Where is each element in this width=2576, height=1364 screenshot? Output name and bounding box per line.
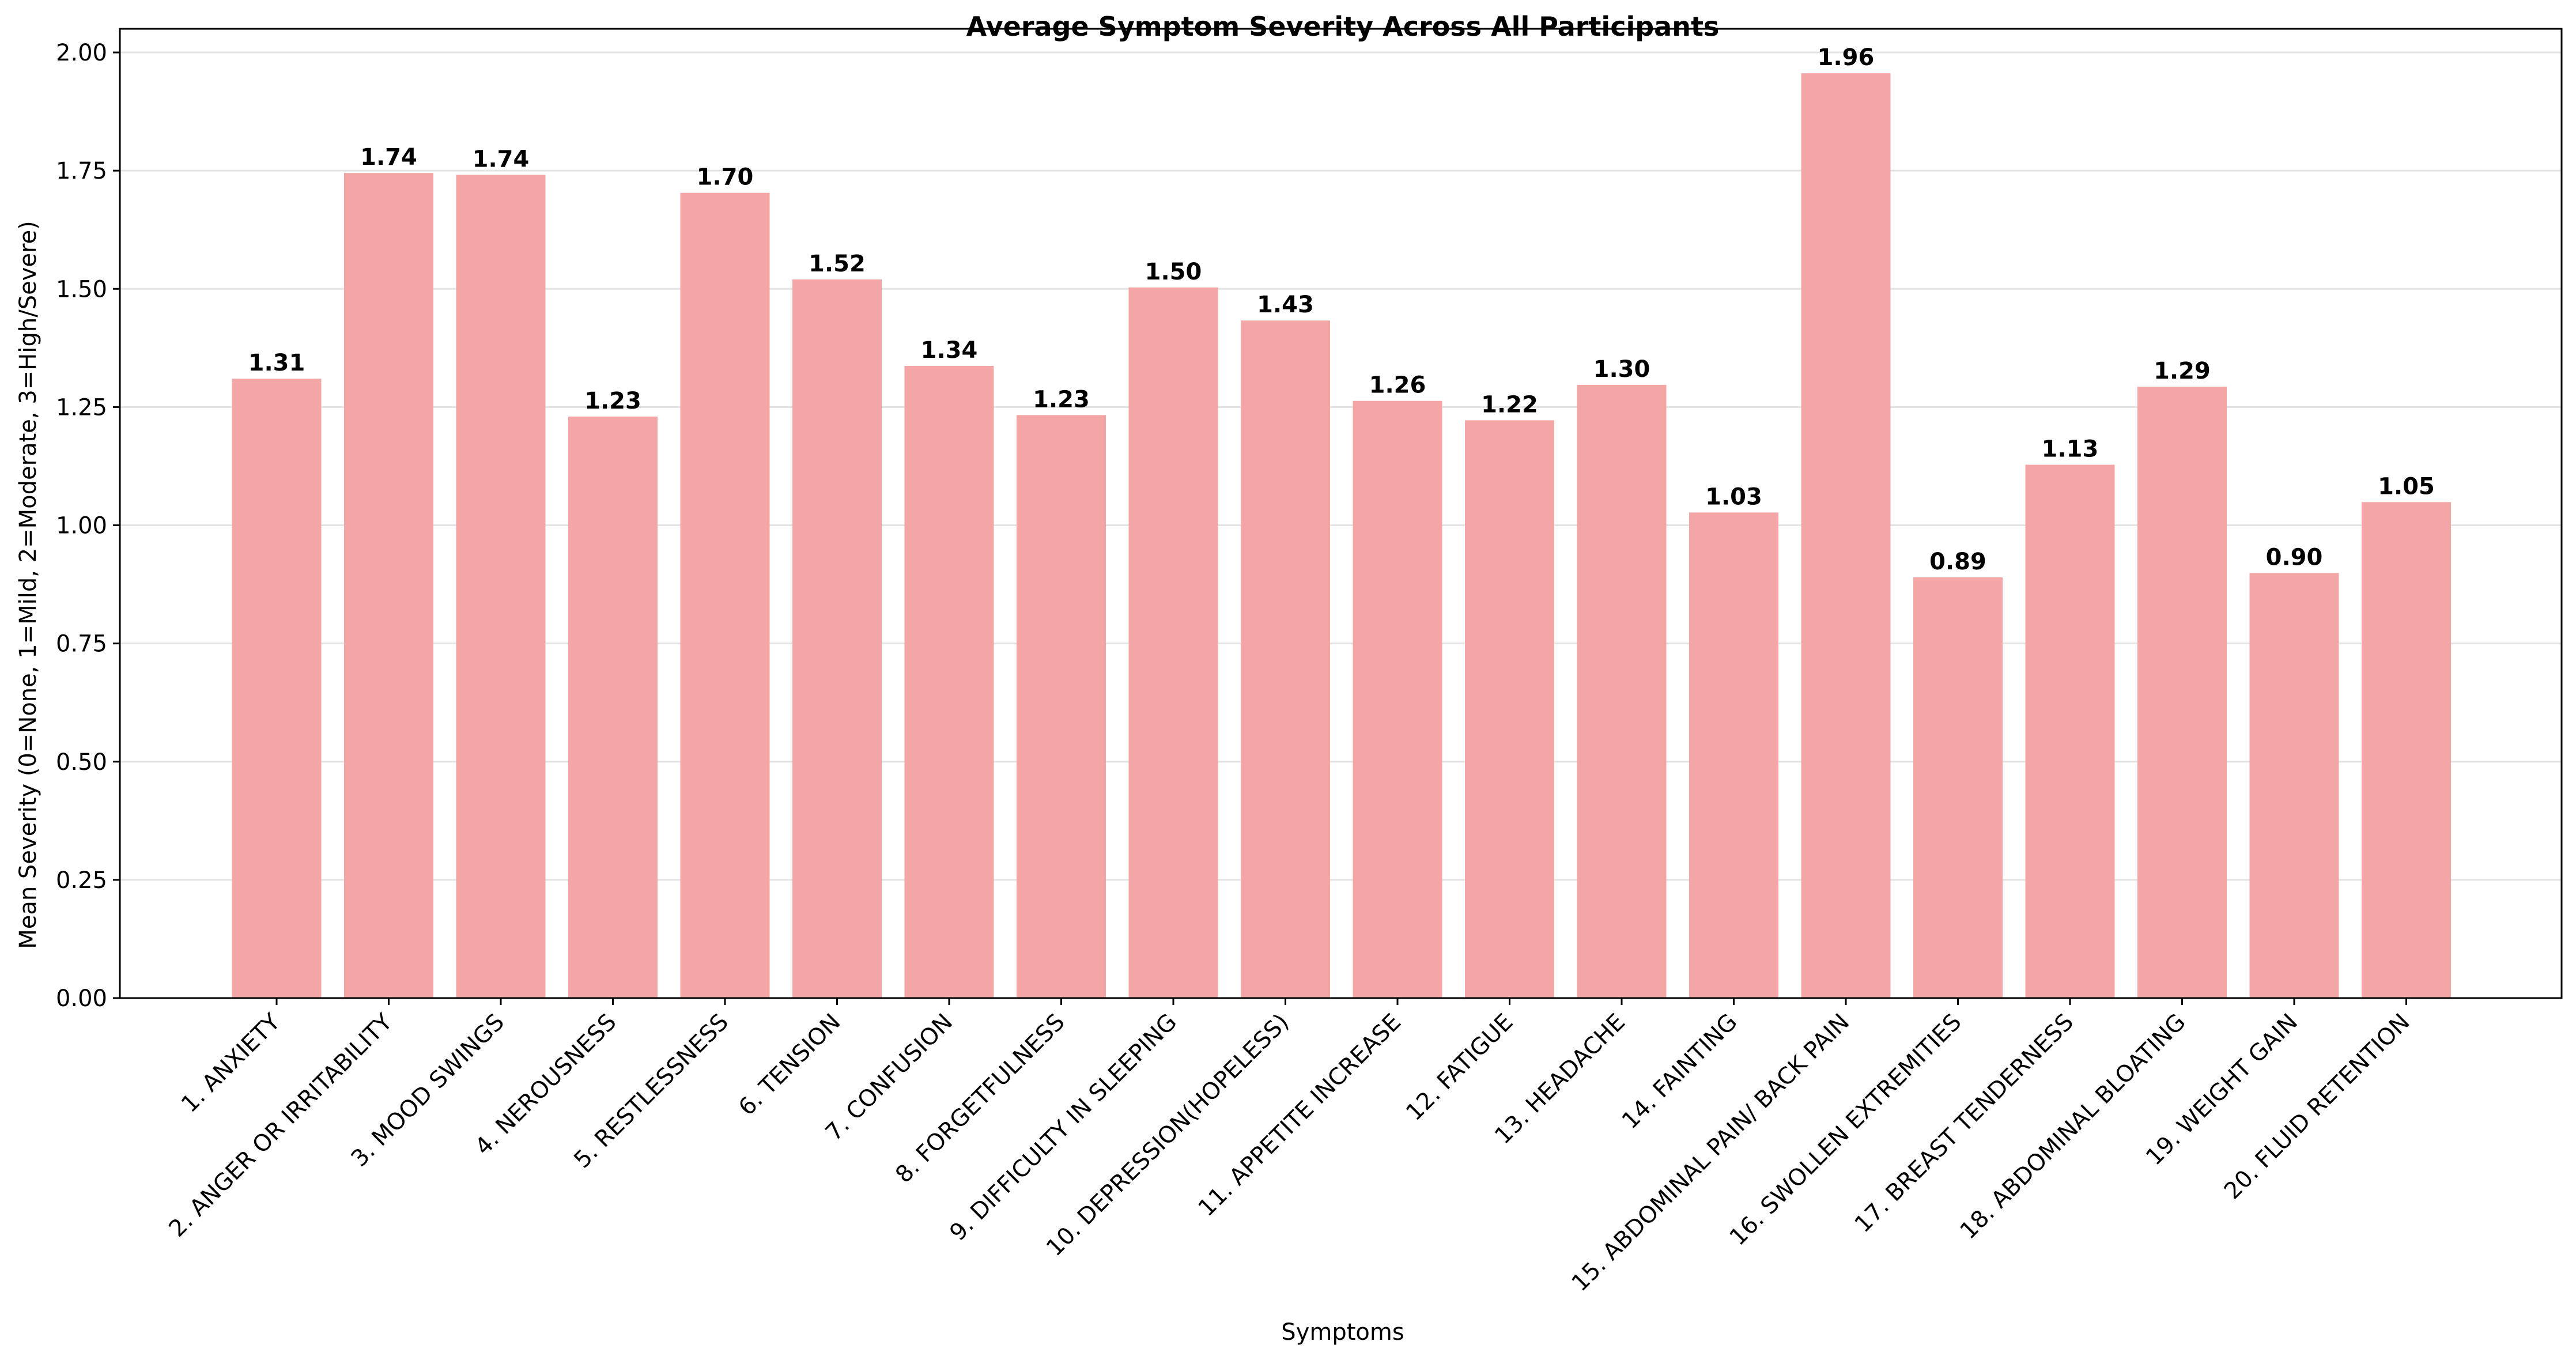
bar [1353, 400, 1442, 998]
bar-value-label: 0.90 [2266, 544, 2323, 570]
bar [680, 192, 770, 999]
plot-frame [119, 28, 2563, 999]
bar-value-label: 1.70 [697, 164, 754, 191]
x-tick-label: 17. BREAST TENDERNESS [1850, 1009, 2079, 1238]
bars-layer [232, 73, 2451, 999]
x-tick-label: 1. ANXIETY [176, 1008, 286, 1118]
y-tick-label: 1.00 [56, 513, 107, 539]
bar-value-label: 1.03 [1705, 483, 1762, 510]
bar [1913, 577, 2003, 998]
bar-value-label: 1.23 [1033, 386, 1090, 413]
bar [904, 366, 994, 998]
bar [2137, 387, 2227, 998]
chart-title: Average Symptom Severity Across All Part… [966, 11, 1720, 42]
y-axis-label: Mean Severity (0=None, 1=Mild, 2=Moderat… [15, 221, 41, 949]
bar-value-label: 1.30 [1593, 356, 1650, 383]
bar-value-label: 0.89 [1929, 549, 1986, 575]
bar [2249, 573, 2339, 998]
bar [1801, 73, 1891, 998]
bar [1128, 287, 1218, 998]
x-tick-label: 20. FLUID RETENTION [2219, 1009, 2415, 1205]
value-labels-layer: 1.31 1.74 1.74 1.23 1.70 1.52 1.34 1.23 1.50 1.43… [248, 44, 2435, 575]
bar-value-label: 1.23 [584, 388, 641, 414]
x-tick-label: 6. TENSION [734, 1009, 846, 1121]
bar [232, 379, 322, 999]
y-tick-label: 2.00 [56, 40, 107, 66]
y-tick-label: 0.50 [56, 749, 107, 776]
bar-value-label: 1.34 [921, 337, 978, 364]
y-tick-label: 1.25 [56, 394, 107, 421]
y-tick-label: 0.75 [56, 631, 107, 658]
bar-value-label: 1.13 [2042, 436, 2099, 462]
bar-value-label: 1.74 [360, 144, 417, 171]
x-tick-label: 16. SWOLLEN EXTREMITIES [1725, 1009, 1967, 1251]
bar-value-label: 1.31 [248, 350, 305, 376]
bar [344, 173, 433, 998]
x-axis-label: Symptoms [1281, 1319, 1404, 1346]
x-tick-label: 14. FAINTING [1617, 1009, 1743, 1135]
x-tick-label: 10. DEPRESSION(HOPELESS) [1041, 1009, 1294, 1261]
bar-value-label: 1.29 [2154, 358, 2211, 384]
bar-value-label: 1.96 [1818, 44, 1875, 71]
y-tick-label: 0.25 [56, 867, 107, 894]
bar [1241, 320, 1330, 998]
bar [1017, 415, 1106, 998]
bar [792, 279, 882, 999]
bar [1689, 512, 1778, 998]
y-tick-label: 1.50 [56, 276, 107, 303]
x-tick-label: 2. ANGER OR IRRITABILITY [164, 1008, 398, 1242]
y-tick-label: 1.75 [56, 158, 107, 184]
bar-value-label: 1.22 [1481, 391, 1538, 418]
bar-value-label: 1.26 [1369, 372, 1426, 399]
bar [2362, 502, 2451, 998]
bar-value-label: 1.50 [1145, 259, 1202, 285]
bar [456, 175, 546, 998]
bar-value-label: 1.52 [809, 251, 866, 277]
bar-value-label: 1.74 [473, 146, 530, 173]
bar [1465, 420, 1554, 998]
bar [568, 416, 658, 998]
x-tick-label: 12. FATIGUE [1401, 1009, 1518, 1126]
bar [1577, 384, 1667, 998]
y-tick-label: 0.00 [56, 985, 107, 1012]
bar [2025, 464, 2115, 998]
x-tick-label: 9. DIFFICULTY IN SLEEPING [945, 1009, 1182, 1246]
bar-value-label: 1.43 [1257, 292, 1314, 318]
x-tick-label: 11. APPETITE INCREASE [1193, 1009, 1407, 1222]
x-tick-label: 18. ABDOMINAL BLOATING [1955, 1009, 2191, 1245]
bar-value-label: 1.05 [2378, 473, 2435, 500]
